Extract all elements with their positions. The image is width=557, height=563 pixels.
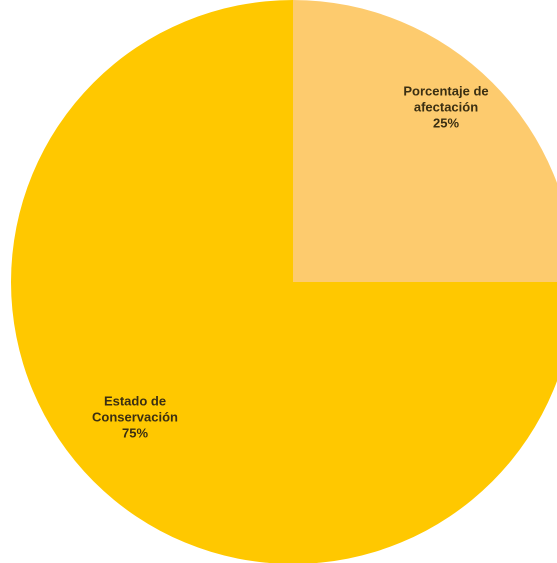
pie-slice-1: [293, 0, 557, 282]
slice-label-2-line-1: Estado de: [104, 393, 166, 408]
slice-label-2-line-2: Conservación: [92, 409, 178, 424]
slice-label-1-line-1: Porcentaje de: [403, 83, 488, 98]
slice-percent-label-2: 75%: [122, 425, 148, 440]
slice-label-1-line-2: afectación: [414, 99, 478, 114]
pie-slice-2: [11, 0, 557, 563]
slice-percent-label-1: 25%: [433, 115, 459, 130]
pie-slices: [11, 0, 557, 563]
